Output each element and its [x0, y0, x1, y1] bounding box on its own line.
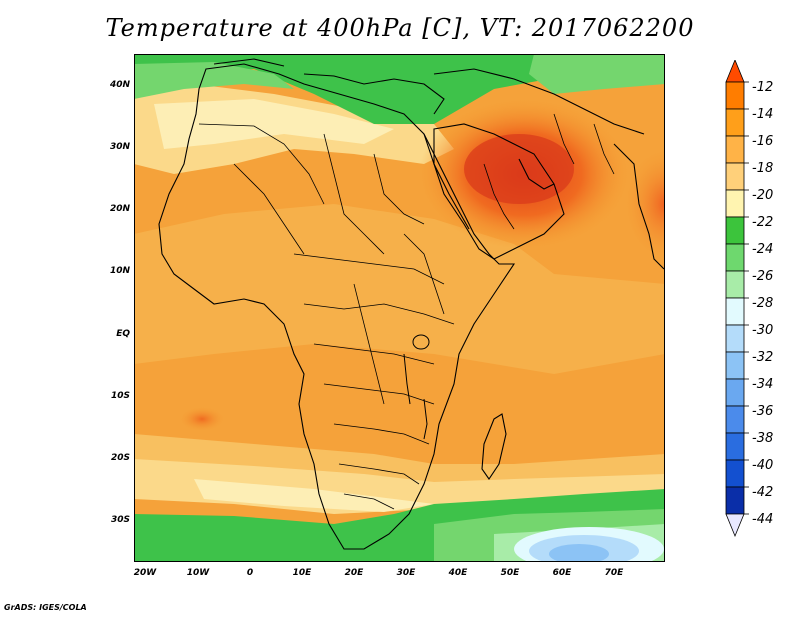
field-sw-hot	[180, 407, 224, 431]
colorbar-label: -38	[752, 431, 774, 446]
map-title: Temperature at 400hPa [C], VT: 201706220…	[105, 14, 695, 42]
colorbar-label: -26	[752, 269, 774, 284]
colorbar-label: -28	[752, 296, 774, 311]
colorbar-swatch	[725, 135, 745, 164]
colorbar-label: -16	[752, 134, 774, 149]
colorbar-label: -34	[752, 377, 774, 392]
field-cold-blue2	[549, 544, 609, 562]
colorbar-label: -24	[752, 242, 774, 257]
lon-label: 20E	[344, 568, 364, 578]
lon-label: 40E	[448, 568, 468, 578]
lat-label: 20N	[109, 204, 130, 214]
colorbar-label: -42	[752, 485, 774, 500]
colorbar-swatch	[725, 216, 745, 245]
lon-label: 0	[246, 568, 254, 578]
colorbar-swatch	[725, 459, 745, 488]
lat-label: 40N	[109, 80, 130, 90]
lake-tanganyika	[403, 353, 411, 405]
field-tropics-light	[134, 204, 665, 374]
colorbar-swatch	[725, 297, 745, 326]
colorbar-swatch	[725, 405, 745, 434]
colorbar-swatch	[725, 243, 745, 272]
lat-label: 30S	[110, 515, 130, 525]
colorbar-swatch	[725, 270, 745, 299]
colorbar-label: -18	[752, 161, 774, 176]
field-india-hot	[625, 149, 665, 259]
colorbar-label: -36	[752, 404, 774, 419]
temperature-map	[134, 54, 665, 562]
colorbar-label: -12	[752, 80, 774, 95]
colorbar-swatch	[725, 189, 745, 218]
colorbar-label: -32	[752, 350, 774, 365]
colorbar-label: -22	[752, 215, 774, 230]
colorbar-swatch	[725, 486, 745, 515]
colorbar-swatch	[725, 162, 745, 191]
lon-label: 20W	[133, 568, 157, 578]
lon-label: 10E	[292, 568, 312, 578]
lat-label: 10S	[110, 391, 130, 401]
field-south-paleyellow	[194, 479, 434, 512]
colorbar-swatch	[725, 378, 745, 407]
lat-label: 20S	[110, 453, 130, 463]
field-north-green-light	[134, 62, 294, 99]
lon-label: 30E	[396, 568, 416, 578]
colorbar-top-arrow	[725, 60, 745, 83]
colorbar-label: -14	[752, 107, 774, 122]
map-border	[134, 54, 665, 562]
grads-credit: GrADS: IGES/COLA	[4, 603, 87, 612]
lat-label: 10N	[109, 266, 130, 276]
lon-label: 70E	[604, 568, 624, 578]
lon-label: 10W	[186, 568, 210, 578]
lat-label: EQ	[116, 329, 130, 339]
field-north-green-east	[529, 54, 665, 94]
colorbar	[725, 60, 749, 538]
lon-label: 50E	[500, 568, 520, 578]
colorbar-swatch	[725, 432, 745, 461]
country-borders	[198, 113, 615, 510]
colorbar-label: -20	[752, 188, 774, 203]
colorbar-label: -40	[752, 458, 774, 473]
colorbar-bottom-arrow	[725, 513, 745, 538]
lake-victoria	[412, 334, 430, 350]
colorbar-label: -44	[752, 512, 774, 527]
colorbar-swatch	[725, 324, 745, 353]
field-north-lightyellow	[154, 99, 394, 149]
lake-malawi	[423, 398, 428, 440]
coastlines	[158, 58, 665, 550]
lat-label: 30N	[109, 142, 130, 152]
colorbar-swatch	[725, 81, 745, 110]
colorbar-label: -30	[752, 323, 774, 338]
colorbar-swatch	[725, 108, 745, 137]
lon-label: 60E	[552, 568, 572, 578]
colorbar-swatch	[725, 351, 745, 380]
